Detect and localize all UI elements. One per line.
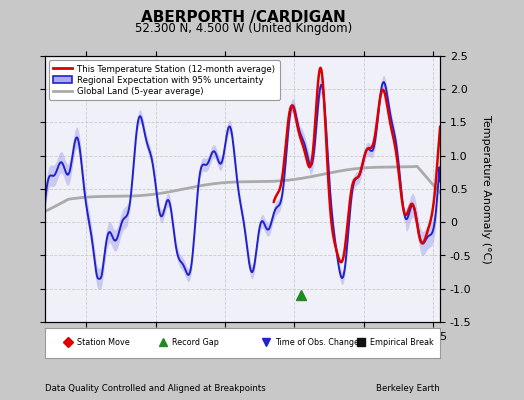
Text: Time of Obs. Change: Time of Obs. Change: [275, 338, 359, 347]
Text: Berkeley Earth: Berkeley Earth: [376, 384, 440, 393]
Legend: This Temperature Station (12-month average), Regional Expectation with 95% uncer: This Temperature Station (12-month avera…: [49, 60, 280, 100]
Text: Record Gap: Record Gap: [172, 338, 219, 347]
Text: Data Quality Controlled and Aligned at Breakpoints: Data Quality Controlled and Aligned at B…: [45, 384, 265, 393]
Text: 52.300 N, 4.500 W (United Kingdom): 52.300 N, 4.500 W (United Kingdom): [135, 22, 352, 35]
Text: Station Move: Station Move: [77, 338, 130, 347]
Y-axis label: Temperature Anomaly (°C): Temperature Anomaly (°C): [481, 115, 491, 263]
Text: Empirical Break: Empirical Break: [370, 338, 433, 347]
Text: ABERPORTH /CARDIGAN: ABERPORTH /CARDIGAN: [141, 10, 346, 25]
